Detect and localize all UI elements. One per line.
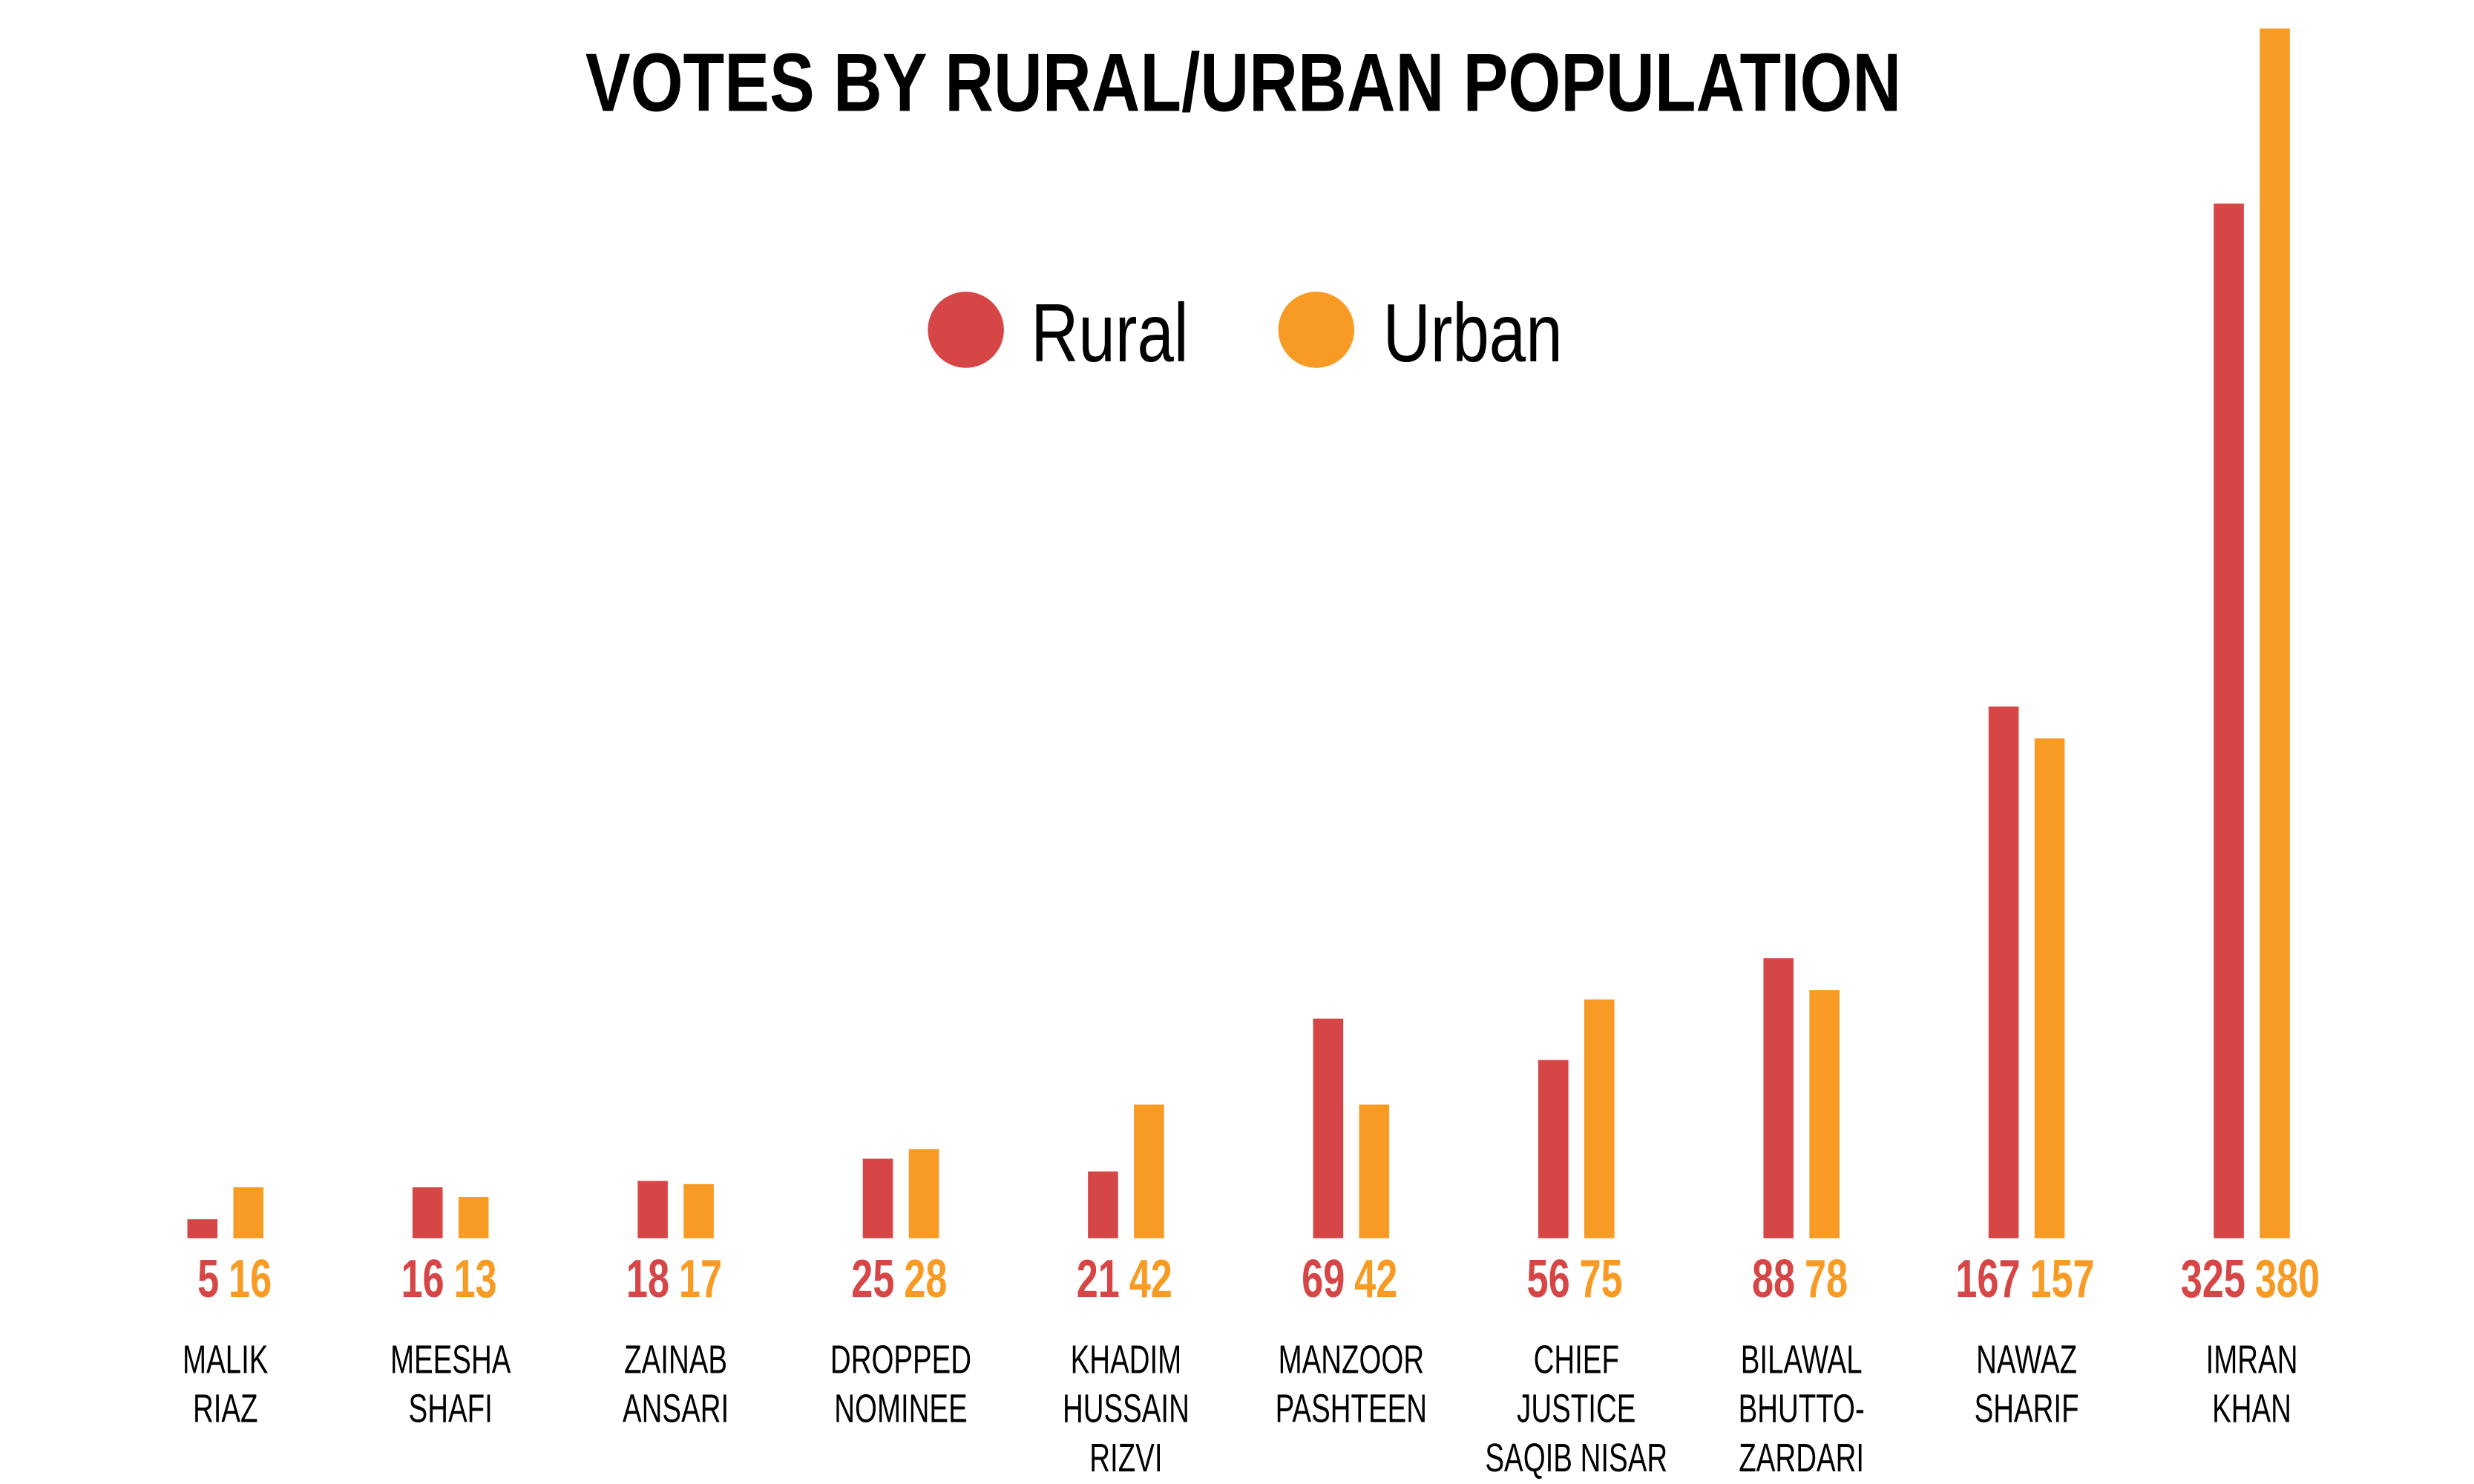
- bar-urban: [908, 1149, 939, 1238]
- legend-swatch-urban: [1278, 292, 1355, 368]
- data-label-urban: 16: [229, 1250, 272, 1309]
- bar-rural: [637, 1181, 668, 1238]
- bar-rural: [862, 1158, 893, 1238]
- category-label: JUSTICE: [1517, 1386, 1635, 1431]
- data-label-urban: 28: [904, 1250, 947, 1309]
- category-label: MEESHA: [390, 1337, 511, 1382]
- data-label-urban: 42: [1129, 1250, 1172, 1309]
- data-label-rural: 16: [401, 1250, 444, 1309]
- bar-urban: [683, 1183, 714, 1238]
- data-label-urban: 17: [679, 1250, 722, 1309]
- bar-rural: [2214, 203, 2244, 1238]
- category-label: BILAWAL: [1741, 1337, 1863, 1382]
- data-label-rural: 25: [851, 1250, 894, 1309]
- category-label: CHIEF: [1534, 1337, 1619, 1382]
- data-label-rural: 88: [1752, 1250, 1795, 1309]
- bar-urban: [1809, 990, 1840, 1238]
- data-label-urban: 380: [2255, 1250, 2320, 1309]
- bar-rural: [1538, 1060, 1569, 1238]
- category-label: IMRAN: [2206, 1337, 2298, 1382]
- category-label: BHUTTO-: [1739, 1386, 1865, 1431]
- category-label: SAQIB NISAR: [1485, 1436, 1667, 1480]
- bar-rural: [412, 1187, 443, 1238]
- data-label-urban: 42: [1354, 1250, 1397, 1309]
- data-label-rural: 21: [1077, 1250, 1120, 1309]
- legend-swatch-rural: [928, 292, 1004, 368]
- data-label-rural: 18: [626, 1250, 669, 1309]
- bar-urban: [2034, 738, 2065, 1238]
- data-label-rural: 56: [1527, 1250, 1570, 1309]
- category-label: RIAZ: [193, 1386, 258, 1431]
- bar-rural: [1088, 1171, 1118, 1238]
- category-label: NOMINEE: [834, 1386, 967, 1431]
- legend-label-urban: Urban: [1383, 288, 1563, 380]
- category-label: ZAINAB: [624, 1337, 727, 1382]
- category-label: KHAN: [2212, 1386, 2291, 1431]
- bar-urban: [1359, 1104, 1390, 1238]
- bar-urban: [2260, 28, 2290, 1238]
- bar-rural: [1313, 1018, 1344, 1238]
- category-label: DROPPED: [830, 1337, 971, 1382]
- chart-title: VOTES BY RURAL/URBAN POPULATION: [585, 36, 1901, 129]
- data-label-urban: 75: [1580, 1250, 1623, 1309]
- category-label: PASHTEEN: [1276, 1386, 1427, 1431]
- category-label: ANSARI: [623, 1386, 729, 1431]
- category-label: MANZOOR: [1279, 1337, 1425, 1382]
- category-label: KHADIM: [1071, 1337, 1182, 1382]
- bar-urban: [458, 1197, 489, 1238]
- bar-urban: [233, 1187, 264, 1238]
- data-label-rural: 69: [1302, 1250, 1345, 1309]
- data-label-urban: 78: [1805, 1250, 1848, 1309]
- category-label: SHARIF: [1975, 1386, 2079, 1431]
- data-label-urban: 13: [453, 1250, 496, 1309]
- bar-urban: [1134, 1104, 1164, 1238]
- bar-urban: [1584, 999, 1615, 1238]
- bar-rural: [187, 1219, 218, 1238]
- data-label-rural: 5: [197, 1250, 219, 1309]
- data-label-rural: 325: [2181, 1250, 2245, 1309]
- category-label: HUSSAIN: [1063, 1386, 1190, 1431]
- bar-rural: [1988, 706, 2019, 1238]
- category-label: RIZVI: [1089, 1436, 1162, 1480]
- data-label-urban: 157: [2030, 1250, 2094, 1309]
- legend: Rural Urban: [928, 288, 1563, 380]
- data-label-rural: 167: [1955, 1250, 2020, 1309]
- category-label: NAWAZ: [1976, 1337, 2077, 1382]
- category-label: ZARDARI: [1739, 1436, 1864, 1480]
- legend-label-rural: Rural: [1031, 288, 1188, 380]
- bar-rural: [1763, 958, 1794, 1238]
- category-label: SHAFI: [409, 1386, 493, 1431]
- category-label: MALIK: [183, 1337, 268, 1382]
